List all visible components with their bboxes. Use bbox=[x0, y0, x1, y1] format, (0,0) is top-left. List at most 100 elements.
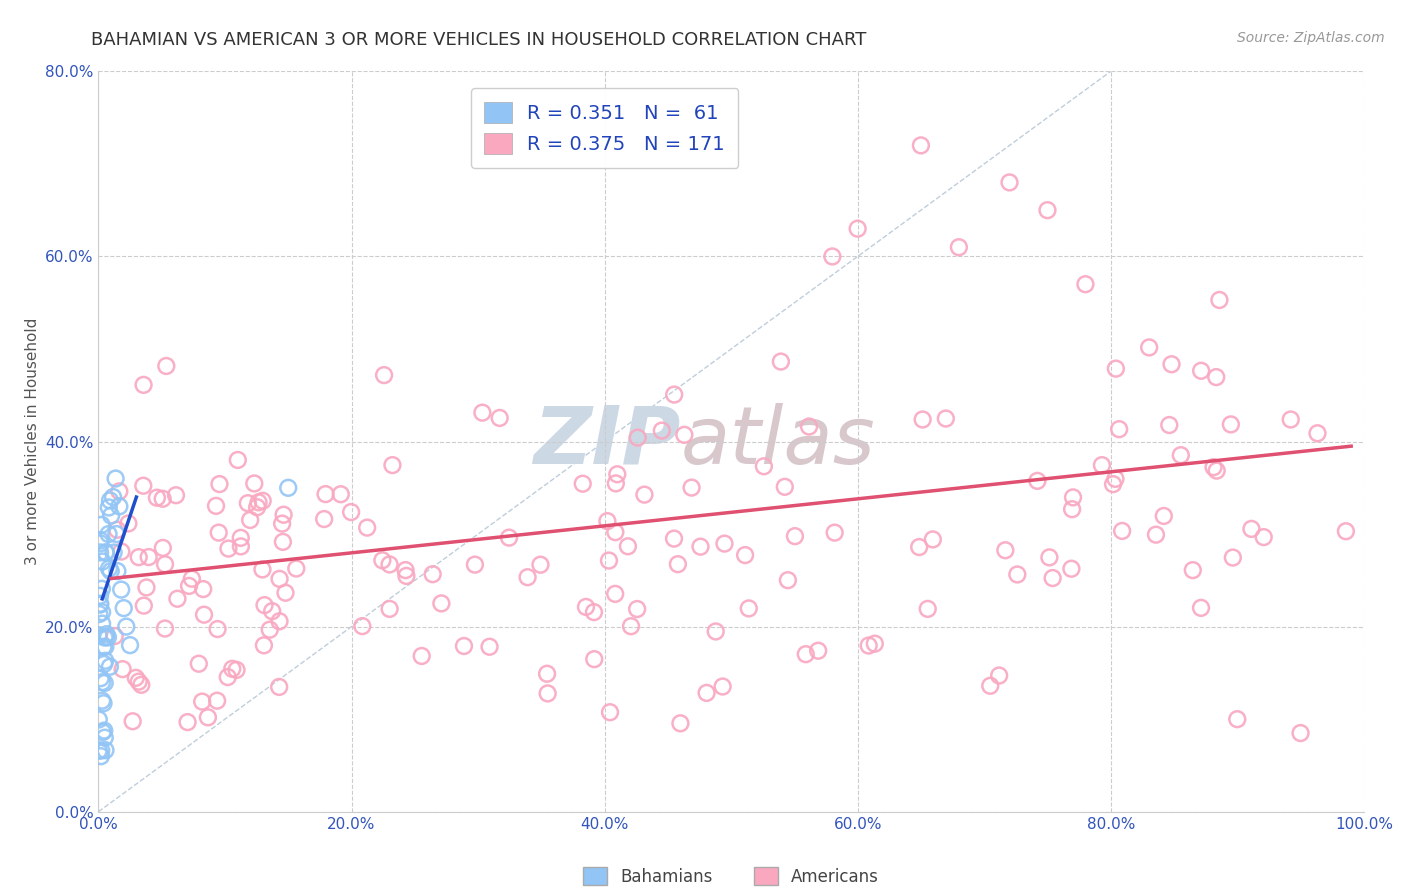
Point bbox=[430, 596, 453, 610]
Point bbox=[478, 640, 501, 654]
Point bbox=[128, 674, 150, 689]
Point bbox=[529, 558, 551, 572]
Point bbox=[605, 476, 627, 491]
Point bbox=[239, 513, 262, 527]
Point bbox=[107, 564, 129, 578]
Point bbox=[155, 359, 177, 373]
Point bbox=[1102, 477, 1125, 491]
Point bbox=[259, 623, 281, 637]
Point bbox=[1026, 474, 1049, 488]
Point bbox=[794, 647, 817, 661]
Point bbox=[89, 597, 111, 611]
Point bbox=[125, 671, 148, 685]
Point bbox=[471, 406, 494, 420]
Point bbox=[121, 714, 143, 729]
Point bbox=[285, 561, 308, 575]
Point bbox=[208, 477, 231, 491]
Point bbox=[87, 744, 110, 758]
Point bbox=[395, 569, 418, 583]
Point bbox=[1111, 524, 1133, 538]
Point bbox=[90, 533, 112, 548]
Point bbox=[536, 666, 558, 681]
Point bbox=[91, 694, 114, 708]
Point bbox=[752, 459, 775, 474]
Point bbox=[153, 622, 176, 636]
Point bbox=[627, 431, 650, 445]
Point bbox=[664, 387, 686, 401]
Point bbox=[165, 488, 187, 502]
Point bbox=[1038, 550, 1060, 565]
Point bbox=[711, 680, 734, 694]
Point bbox=[94, 545, 117, 560]
Point bbox=[1125, 45, 1147, 60]
Point bbox=[105, 523, 128, 537]
Point bbox=[94, 654, 117, 668]
Point bbox=[97, 631, 120, 645]
Point bbox=[633, 488, 655, 502]
Point bbox=[571, 476, 593, 491]
Point bbox=[89, 545, 111, 559]
Point bbox=[1334, 524, 1357, 539]
Point bbox=[1222, 550, 1244, 565]
Point bbox=[773, 480, 796, 494]
Point bbox=[908, 540, 931, 554]
Y-axis label: 3 or more Vehicles in Household: 3 or more Vehicles in Household bbox=[24, 318, 39, 566]
Point bbox=[187, 657, 209, 671]
Point bbox=[422, 567, 444, 582]
Point bbox=[208, 525, 231, 540]
Point bbox=[378, 602, 401, 616]
Point bbox=[315, 487, 337, 501]
Point bbox=[94, 545, 117, 559]
Point bbox=[662, 532, 685, 546]
Point bbox=[846, 221, 869, 235]
Point bbox=[226, 453, 249, 467]
Point bbox=[91, 605, 114, 619]
Point bbox=[1189, 364, 1212, 378]
Point bbox=[988, 668, 1011, 682]
Point bbox=[89, 598, 111, 612]
Point bbox=[411, 648, 433, 663]
Point bbox=[340, 505, 363, 519]
Point bbox=[626, 602, 648, 616]
Point bbox=[1226, 712, 1249, 726]
Point bbox=[1007, 567, 1029, 582]
Point bbox=[90, 671, 112, 685]
Legend: Bahamians, Americans: Bahamians, Americans bbox=[576, 861, 886, 892]
Point bbox=[776, 573, 799, 587]
Point bbox=[243, 476, 266, 491]
Point bbox=[120, 638, 141, 652]
Point bbox=[253, 598, 276, 612]
Point bbox=[917, 602, 939, 616]
Point bbox=[247, 495, 270, 509]
Point bbox=[598, 553, 620, 567]
Point bbox=[111, 662, 134, 676]
Point bbox=[269, 680, 291, 694]
Point bbox=[104, 472, 127, 486]
Point bbox=[89, 536, 111, 550]
Point bbox=[769, 354, 792, 368]
Point bbox=[1153, 508, 1175, 523]
Point bbox=[582, 605, 605, 619]
Point bbox=[129, 678, 152, 692]
Point bbox=[277, 481, 299, 495]
Point bbox=[89, 607, 111, 621]
Point bbox=[606, 467, 628, 482]
Point bbox=[100, 508, 122, 523]
Point bbox=[274, 586, 297, 600]
Point bbox=[108, 484, 131, 499]
Text: ZIP: ZIP bbox=[533, 402, 681, 481]
Point bbox=[246, 500, 269, 515]
Point bbox=[97, 500, 120, 515]
Point bbox=[1170, 448, 1192, 462]
Point bbox=[821, 250, 844, 264]
Point bbox=[132, 377, 155, 392]
Point bbox=[115, 619, 138, 633]
Point bbox=[217, 670, 239, 684]
Point bbox=[236, 496, 259, 510]
Point bbox=[273, 508, 295, 522]
Point bbox=[252, 493, 274, 508]
Point bbox=[673, 427, 696, 442]
Point bbox=[207, 622, 229, 636]
Point bbox=[90, 749, 112, 764]
Point bbox=[87, 713, 110, 727]
